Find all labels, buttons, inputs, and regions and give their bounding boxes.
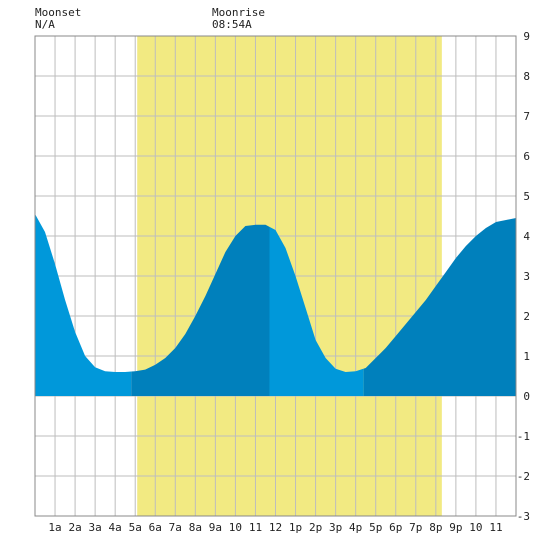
x-tick-label: 6p (389, 521, 402, 534)
tide-area-light (269, 226, 364, 396)
y-tick-label: 4 (523, 230, 530, 243)
x-tick-label: 4a (109, 521, 122, 534)
plot-border (34, 35, 517, 517)
y-tick-label: 9 (523, 30, 530, 43)
x-tick-label: 2a (68, 521, 81, 534)
x-tick-label: 7a (169, 521, 182, 534)
y-tick-label: -1 (517, 430, 530, 443)
x-tick-label: 8a (189, 521, 202, 534)
x-tick-labels: 1a 2a 3a 4a 5a 6a 7a 8a 9a 10 11 12 1p 2p 3p 4p 5p 6p 7p 8p… (48, 521, 502, 534)
moonrise-time: 08:54A (212, 18, 252, 31)
tide-area-layer (35, 214, 516, 396)
x-tick-label: 7p (409, 521, 422, 534)
moonrise-label: Moonrise (212, 6, 265, 19)
x-tick-label: 4p (349, 521, 362, 534)
x-tick-label: 5a (129, 521, 142, 534)
x-tick-label: 3a (89, 521, 102, 534)
x-tick-label: 8p (429, 521, 442, 534)
moonset-label: Moonset (35, 6, 82, 19)
y-tick-label: 6 (523, 150, 530, 163)
x-tick-label: 1a (48, 521, 61, 534)
y-tick-label: 8 (523, 70, 530, 83)
y-tick-labels: -3 -2 -1 0 1 2 3 4 5 6 7 8 9 (517, 30, 531, 523)
y-tick-label: 1 (523, 350, 530, 363)
x-tick-label: 5p (369, 521, 382, 534)
y-tick-label: 3 (523, 270, 530, 283)
y-tick-label: 7 (523, 110, 530, 123)
x-tick-label: 6a (149, 521, 162, 534)
x-tick-label: 9a (209, 521, 222, 534)
x-tick-label: 10 (469, 521, 482, 534)
tide-area-dark (131, 224, 270, 396)
tide-area-light (35, 214, 132, 396)
x-tick-label: 3p (329, 521, 342, 534)
x-tick-label: 11 (249, 521, 262, 534)
y-tick-label: -2 (517, 470, 530, 483)
y-tick-label: 2 (523, 310, 530, 323)
x-tick-label: 2p (309, 521, 322, 534)
x-tick-label: 9p (449, 521, 462, 534)
tide-area-dark (363, 218, 516, 396)
x-tick-label: 1p (289, 521, 302, 534)
y-tick-label: 0 (523, 390, 530, 403)
axis-layer (34, 35, 517, 517)
x-tick-label: 11 (489, 521, 502, 534)
x-tick-label: 10 (229, 521, 242, 534)
y-tick-label: -3 (517, 510, 530, 523)
y-tick-label: 5 (523, 190, 530, 203)
moonset-time: N/A (35, 18, 55, 31)
x-tick-label: 12 (269, 521, 282, 534)
